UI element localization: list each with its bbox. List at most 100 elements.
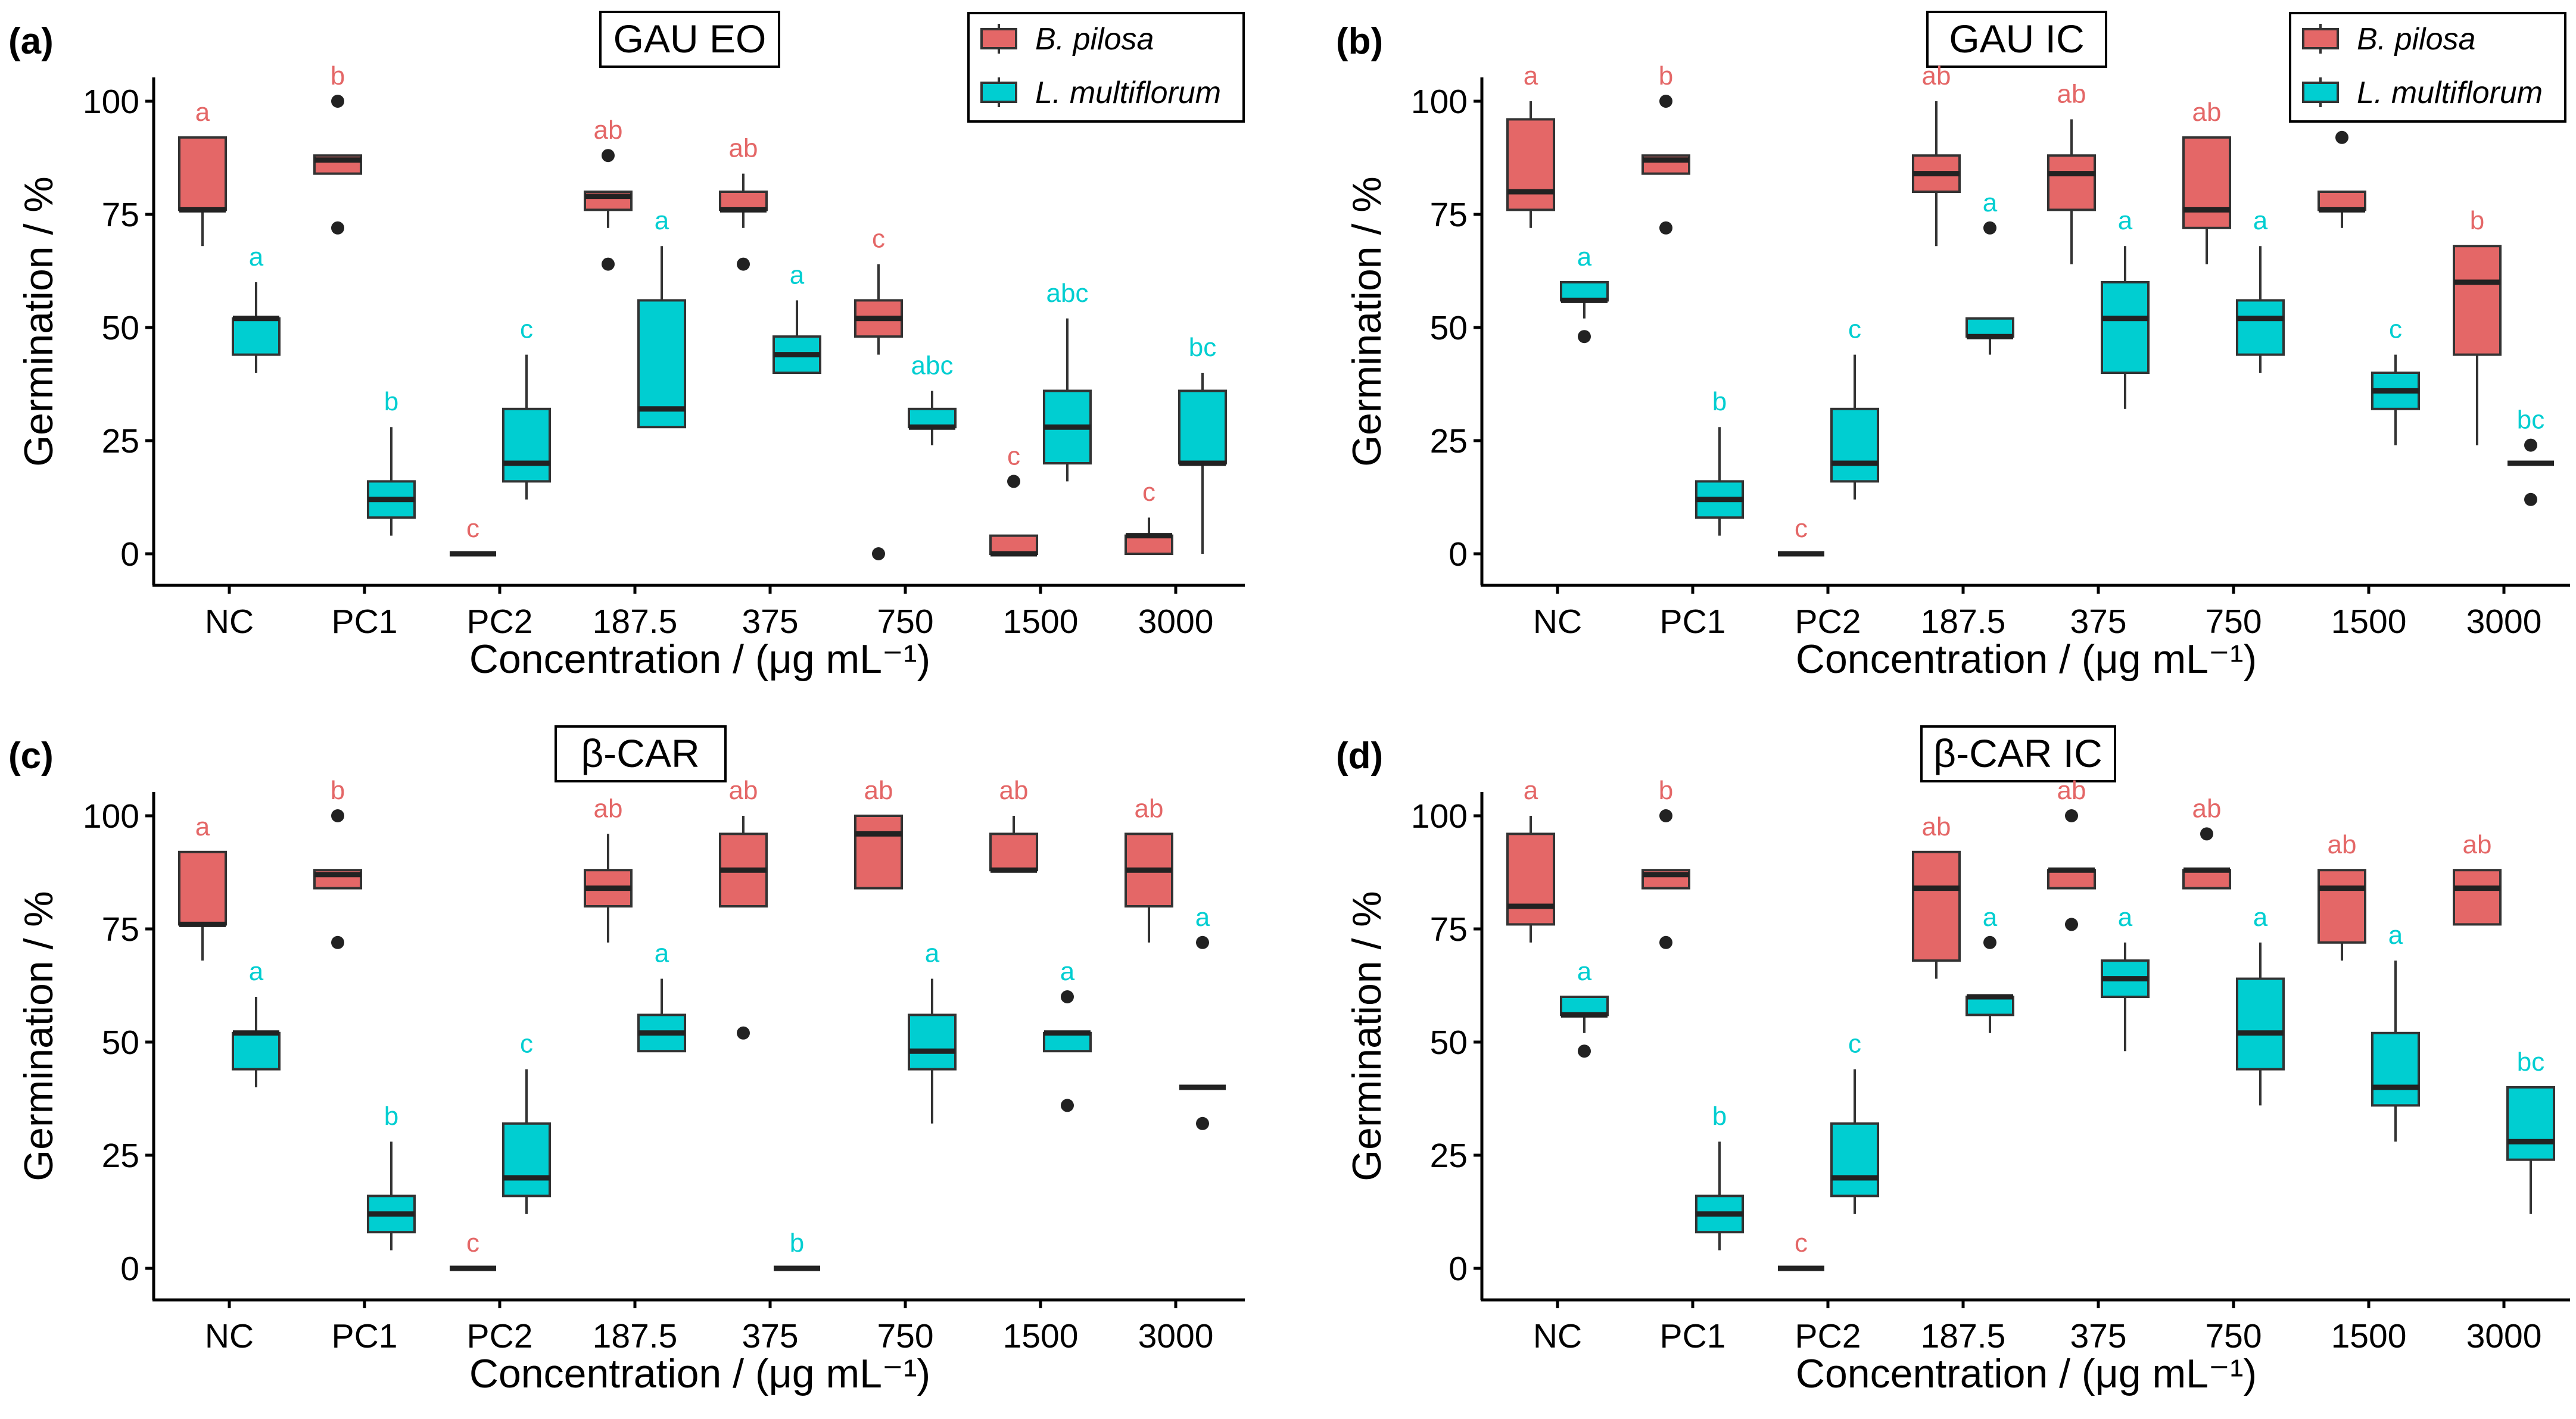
- y-tick-label: 25: [1430, 1137, 1468, 1175]
- x-tick-label: PC2: [467, 1317, 533, 1355]
- outlier-point: [1983, 935, 1996, 949]
- legend-label-pilosa-b: B. pilosa: [2357, 22, 2475, 57]
- x-tick-label: 187.5: [593, 603, 678, 641]
- x-tick-label: 3000: [1138, 1317, 1214, 1355]
- box-multiflorum-187.5: a: [637, 939, 686, 1053]
- y-tick-label: 0: [120, 1250, 139, 1288]
- significance-label: c: [2389, 315, 2402, 344]
- y-tick-label: 100: [83, 797, 139, 835]
- box-body: [2236, 977, 2285, 1071]
- box-body: [2318, 191, 2366, 211]
- significance-label: ab: [999, 776, 1029, 805]
- box-multiflorum-187.5: a: [1966, 188, 2014, 355]
- significance-label: ab: [2463, 830, 2492, 859]
- significance-label: a: [655, 939, 669, 968]
- box-body: [908, 1013, 957, 1071]
- box-pilosa-NC: a: [178, 812, 227, 961]
- box-multiflorum-750: abc: [908, 351, 957, 445]
- box-multiflorum-1500: c: [2371, 315, 2420, 445]
- significance-label: a: [1983, 903, 1998, 932]
- box-multiflorum-PC2: c: [1830, 1030, 1879, 1214]
- significance-label: b: [2470, 206, 2484, 235]
- box-pilosa-PC1: b: [313, 776, 362, 949]
- x-tick-label: 750: [877, 603, 933, 641]
- x-axis-title-b: Concentration / (μg mL⁻¹): [1796, 637, 2257, 682]
- chart-title-b: GAU IC: [1949, 17, 2084, 61]
- significance-label: b: [1659, 61, 1673, 91]
- significance-label: a: [2253, 903, 2268, 932]
- chart-title-a: GAU EO: [613, 17, 767, 61]
- x-tick-label: PC2: [1795, 603, 1861, 641]
- box-body: [1830, 1122, 1879, 1197]
- box-body: [1506, 118, 1555, 211]
- panel-label-a: (a): [8, 21, 54, 62]
- x-tick-label: 3000: [2466, 1317, 2542, 1355]
- significance-label: c: [1848, 315, 1861, 344]
- y-axis-title-a: Germination / %: [16, 176, 61, 467]
- chart-title-c: β-CAR: [581, 731, 699, 775]
- box-multiflorum-750: a: [2236, 206, 2285, 373]
- chart-title-box-b: [1926, 11, 2107, 68]
- significance-label: ab: [2057, 776, 2086, 805]
- legend-key-pilosa-a: [980, 28, 1017, 49]
- box-multiflorum-187.5: a: [1966, 903, 2014, 1033]
- box-pilosa-1500: ab: [989, 776, 1038, 873]
- legend-key-multiflorum-a: [980, 82, 1017, 103]
- significance-label: b: [1712, 387, 1727, 416]
- box-body: [2236, 299, 2285, 356]
- box-pilosa-750: ab: [2182, 794, 2231, 890]
- box-pilosa-375: ab: [719, 134, 768, 271]
- y-tick-label: 75: [102, 910, 139, 949]
- outlier-point: [2524, 438, 2537, 452]
- significance-label: c: [872, 224, 885, 254]
- significance-label: c: [1795, 514, 1808, 543]
- box-body: [502, 1122, 551, 1197]
- x-tick-label: 1500: [2331, 1317, 2407, 1355]
- x-tick-label: 375: [742, 1317, 798, 1355]
- significance-label: ab: [1922, 61, 1951, 91]
- chart-title-d: β-CAR IC: [1933, 731, 2102, 775]
- outlier-point: [1196, 1117, 1209, 1130]
- box-multiflorum-NC: a: [1560, 242, 1609, 344]
- significance-label: c: [466, 514, 479, 543]
- significance-label: c: [1007, 441, 1020, 470]
- y-tick-label: 75: [1430, 196, 1468, 234]
- significance-label: b: [1712, 1102, 1727, 1131]
- outlier-point: [331, 95, 344, 108]
- panel-b: (b) Germination / % Concentration / (μg …: [1336, 11, 2570, 682]
- box-pilosa-750: ab: [2182, 98, 2231, 264]
- box-multiflorum-NC: a: [232, 957, 281, 1087]
- x-axis-title-d: Concentration / (μg mL⁻¹): [1796, 1351, 2257, 1396]
- x-tick-label: 1500: [1003, 1317, 1079, 1355]
- chart-title-box-d: [1920, 725, 2116, 782]
- box-multiflorum-750: a: [908, 939, 957, 1124]
- chart-title-box-c: [555, 725, 727, 782]
- x-tick-label: PC2: [1795, 1317, 1861, 1355]
- box-body: [719, 191, 768, 211]
- outlier-point: [1061, 1099, 1074, 1112]
- y-tick-label: 50: [102, 1024, 139, 1062]
- box-pilosa-PC1: b: [313, 61, 362, 235]
- box-pilosa-3000: ab: [1125, 794, 1173, 943]
- box-body: [989, 832, 1038, 872]
- significance-label: abc: [1046, 279, 1089, 308]
- box-multiflorum-1500: abc: [1043, 279, 1092, 482]
- outlier-point: [1659, 809, 1672, 822]
- significance-label: bc: [2517, 406, 2544, 435]
- box-body: [502, 407, 551, 483]
- x-tick-label: NC: [1533, 1317, 1582, 1355]
- panel-label-c: (c): [8, 735, 54, 776]
- x-tick-label: 3000: [1138, 603, 1214, 641]
- box-pilosa-PC2: c: [450, 514, 496, 557]
- significance-label: a: [1983, 188, 1998, 217]
- box-pilosa-NC: a: [178, 98, 227, 247]
- box-multiflorum-3000: bc: [1178, 333, 1227, 554]
- box-body: [854, 815, 903, 890]
- significance-label: a: [655, 206, 669, 235]
- outlier-point: [2200, 827, 2213, 841]
- significance-label: a: [1524, 61, 1538, 91]
- x-tick-label: 375: [2070, 603, 2126, 641]
- legend-a: B. pilosa L. multiflorum: [967, 12, 1245, 123]
- box-body: [989, 534, 1038, 555]
